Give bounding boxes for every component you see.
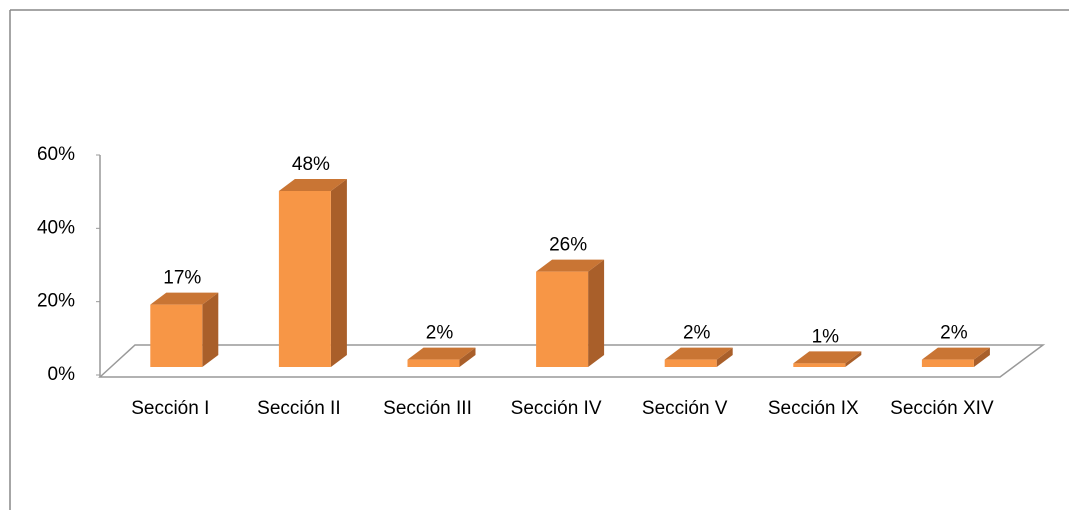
bar-front bbox=[150, 304, 203, 367]
x-tick-label: Sección III bbox=[383, 398, 472, 419]
bar-front bbox=[536, 271, 589, 367]
x-tick-label: Sección II bbox=[257, 398, 340, 419]
bar-top bbox=[921, 347, 990, 360]
bar-front bbox=[921, 359, 974, 367]
bar-front bbox=[407, 359, 460, 367]
bar-top bbox=[407, 347, 476, 360]
x-tick-label: Sección IX bbox=[768, 398, 859, 419]
bar-top bbox=[150, 292, 219, 305]
bar bbox=[278, 179, 347, 367]
value-label: 26% bbox=[549, 235, 587, 256]
value-label: 1% bbox=[812, 326, 840, 347]
bar bbox=[150, 292, 219, 367]
x-tick-label: Sección I bbox=[131, 398, 209, 419]
bar-side bbox=[459, 347, 476, 367]
bar-front bbox=[664, 359, 717, 367]
x-tick-label: Sección V bbox=[642, 398, 728, 419]
bar bbox=[793, 351, 862, 367]
bar-front bbox=[278, 191, 331, 367]
bar-side bbox=[202, 292, 219, 367]
x-tick-label: Sección IV bbox=[511, 398, 602, 419]
bar-top bbox=[664, 347, 733, 360]
y-tick-label: 20% bbox=[37, 291, 75, 312]
bar bbox=[664, 347, 733, 367]
bar-side bbox=[330, 179, 347, 367]
y-tick-label: 40% bbox=[37, 217, 75, 238]
bar-side bbox=[973, 347, 990, 367]
bar-side bbox=[845, 351, 862, 367]
x-tick-label: Sección XIV bbox=[890, 398, 994, 419]
bar-front bbox=[793, 363, 846, 367]
value-label: 2% bbox=[940, 323, 968, 344]
value-label: 48% bbox=[292, 154, 330, 175]
bar bbox=[407, 347, 476, 367]
bar-top bbox=[278, 179, 347, 191]
y-tick-label: 0% bbox=[48, 364, 76, 385]
bar-top bbox=[536, 259, 605, 272]
value-label: 2% bbox=[683, 323, 711, 344]
value-label: 2% bbox=[426, 323, 454, 344]
bar bbox=[536, 259, 605, 367]
bar bbox=[921, 347, 990, 367]
bar-side bbox=[588, 259, 605, 367]
bar-top bbox=[793, 351, 862, 364]
value-label: 17% bbox=[163, 268, 201, 289]
floor bbox=[98, 344, 1046, 378]
bar-side bbox=[716, 347, 733, 367]
y-tick-label: 60% bbox=[37, 144, 75, 165]
